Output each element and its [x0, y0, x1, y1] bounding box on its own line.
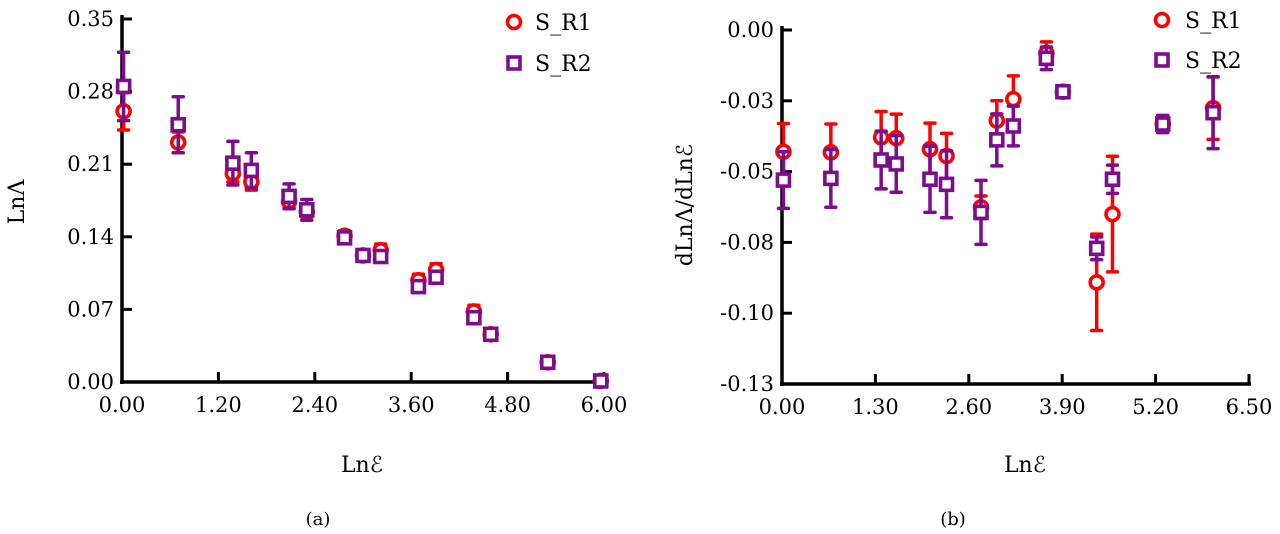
legend-label: S_R2 — [535, 52, 592, 77]
data-point — [482, 326, 499, 343]
data-point — [1038, 50, 1055, 67]
data-point — [428, 269, 444, 286]
data-point — [1055, 83, 1071, 100]
data-point — [1104, 171, 1121, 188]
series-S_R2 — [115, 50, 609, 389]
data-point — [823, 170, 839, 187]
data-point — [888, 156, 905, 172]
legend-label: S_R2 — [1185, 49, 1242, 74]
y-tick-label: 0.14 — [67, 225, 114, 249]
y-tick-label: 0.21 — [67, 152, 114, 176]
chart-a-ylabel: LnΛ — [5, 179, 30, 225]
data-point — [592, 373, 609, 389]
data-point — [1205, 104, 1221, 121]
data-point — [539, 354, 556, 371]
data-point — [115, 78, 132, 95]
data-point — [1005, 118, 1022, 134]
legend-label: S_R1 — [535, 11, 592, 36]
y-tick-label: -0.13 — [720, 372, 774, 396]
data-point — [298, 202, 315, 218]
y-tick-label: 0.35 — [67, 7, 114, 31]
data-point — [1088, 240, 1105, 257]
data-point — [775, 172, 792, 188]
legend-marker-S_R1 — [1153, 11, 1171, 29]
chart-b: dLnΛ/dLnℰ Lnℰ (b) 0.00 1.30 2.60 3.90 5.20 6.… — [673, 9, 1272, 530]
legend-marker-S_R1 — [505, 13, 523, 31]
data-point — [281, 188, 297, 205]
data-point — [938, 176, 955, 193]
series-S_R2 — [775, 45, 1221, 262]
series-S_R1 — [115, 90, 610, 390]
data-point — [372, 248, 389, 265]
x-tick-label: 1.30 — [852, 395, 899, 419]
data-point — [1005, 90, 1022, 108]
x-tick-label: 0.00 — [759, 395, 806, 419]
y-tick-label: -0.03 — [720, 89, 774, 113]
data-point — [989, 132, 1005, 148]
data-point — [1154, 116, 1171, 132]
y-tick-label: 0.00 — [67, 370, 114, 394]
data-point — [1088, 274, 1105, 291]
chart-b-xlabel: Lnℰ — [1004, 453, 1046, 478]
x-tick-label: 6.00 — [581, 393, 628, 417]
x-tick-label: 5.20 — [1132, 395, 1179, 419]
legend-label: S_R1 — [1185, 9, 1242, 34]
data-point — [973, 204, 989, 221]
data-point — [1104, 205, 1121, 223]
y-tick-label: 0.28 — [67, 80, 114, 104]
y-tick-label: 0.00 — [727, 18, 774, 42]
data-point — [225, 155, 241, 171]
data-point — [355, 247, 371, 264]
y-tick-label: -0.08 — [720, 230, 774, 254]
y-tick-label: 0.07 — [67, 297, 114, 321]
x-tick-label: 4.80 — [484, 393, 531, 417]
chart-b-ylabel: dLnΛ/dLnℰ — [673, 144, 698, 266]
legend-marker-S_R2 — [506, 55, 522, 71]
x-tick-label: 3.90 — [1039, 395, 1086, 419]
x-tick-label: 1.20 — [195, 393, 242, 417]
data-point — [873, 152, 889, 168]
data-point — [410, 278, 427, 295]
x-tick-label: 0.00 — [99, 393, 146, 417]
y-tick-label: -0.10 — [720, 301, 774, 325]
chart-a-caption: (a) — [306, 509, 331, 530]
x-tick-label: 2.40 — [291, 393, 338, 417]
x-tick-label: 2.60 — [945, 395, 992, 419]
data-point — [466, 309, 482, 326]
data-point — [336, 230, 353, 246]
x-tick-label: 6.50 — [1226, 395, 1273, 419]
data-point — [922, 171, 938, 188]
x-tick-label: 3.60 — [388, 393, 435, 417]
y-tick-label: -0.05 — [720, 160, 774, 184]
chart-a: LnΛ Lnℰ (a) 0.00 1.20 2.40 3.60 4.80 6.00 0.00… — [5, 7, 627, 530]
data-point — [170, 116, 187, 133]
chart-a-xlabel: Lnℰ — [341, 453, 383, 478]
series-S_R1 — [775, 40, 1222, 333]
legend-marker-S_R2 — [1154, 52, 1170, 68]
chart-b-caption: (b) — [940, 509, 966, 530]
data-point — [243, 162, 260, 179]
